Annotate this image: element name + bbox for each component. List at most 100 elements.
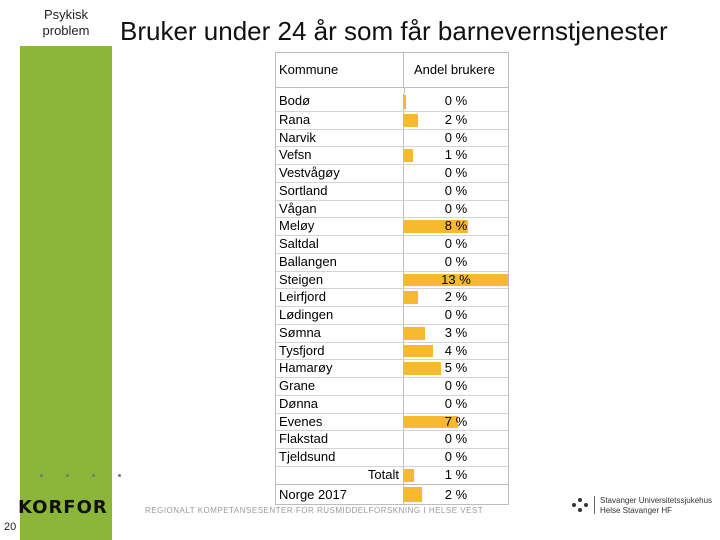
kommune-name: Steigen [276, 271, 404, 289]
side-color-band [20, 0, 112, 540]
andel-bar [404, 362, 441, 375]
andel-cell: 7 % [404, 414, 508, 431]
andel-pct: 0 % [444, 395, 468, 411]
section-label: Psykisk problem [20, 0, 112, 46]
table-row: Vågan 0 % [276, 199, 508, 218]
andel-bar [404, 291, 419, 304]
table-row: Steigen 13 % [276, 270, 508, 289]
andel-bar [404, 113, 419, 127]
andel-bar [404, 95, 407, 109]
kommune-name: Saltdal [276, 236, 404, 253]
andel-cell: 0 % [404, 130, 508, 147]
kommune-name: Evenes [276, 413, 404, 431]
andel-cell: 0 % [404, 431, 508, 448]
hospital-name-line-2: Helse Stavanger HF [600, 506, 673, 515]
kommune-name: Leirfjord [276, 289, 404, 306]
andel-bar [404, 273, 508, 287]
andel-pct: 13 % [441, 271, 471, 287]
table-row: Tysfjord 4 % [276, 341, 508, 360]
table-row: Sømna 3 % [276, 323, 508, 342]
kommune-name: Narvik [276, 129, 404, 147]
korfor-logo: KORFOR [18, 497, 108, 518]
andel-pct: 0 % [444, 378, 468, 393]
andel-bar [404, 344, 433, 358]
andel-cell: 0 % [404, 254, 508, 271]
andel-pct: 0 % [444, 165, 468, 180]
kommune-name: Tjeldsund [276, 449, 404, 466]
table-body: Bodø 0 % Rana 2 % Narvik 0 % Vefsn 1 % Vestvågøy… [276, 93, 508, 466]
andel-pct: 0 % [444, 182, 468, 198]
andel-cell: 0 % [404, 307, 508, 324]
andel-cell: 2 % [404, 112, 508, 129]
andel-pct: 3 % [444, 324, 468, 340]
table-row: Hamarøy 5 % [276, 359, 508, 377]
hospital-name-line-1: Stavanger Universitetssjukehus [600, 496, 713, 505]
total-pct: 1 % [444, 466, 468, 482]
total-label: Totalt [276, 466, 404, 484]
andel-cell: 0 % [404, 165, 508, 182]
total-value-cell: 1 % [404, 467, 508, 484]
table-row: Evenes 7 % [276, 412, 508, 431]
andel-cell: 0 % [404, 378, 508, 395]
andel-cell: 4 % [404, 343, 508, 360]
table-row: Leirfjord 2 % [276, 288, 508, 306]
norge-value-cell: 2 % [404, 485, 508, 504]
table-row: Tjeldsund 0 % [276, 448, 508, 466]
andel-cell: 5 % [404, 360, 508, 377]
andel-pct: 0 % [444, 129, 468, 145]
andel-cell: 2 % [404, 289, 508, 306]
table-row: Grane 0 % [276, 377, 508, 395]
footer-organization-text: REGIONALT KOMPETANSESENTER FOR RUSMIDDEL… [145, 506, 484, 515]
andel-pct: 0 % [444, 93, 468, 108]
section-label-line-1: Psykisk [43, 7, 89, 22]
kommune-name: Dønna [276, 395, 404, 413]
table-row: Vefsn 1 % [276, 146, 508, 164]
andel-pct: 1 % [444, 147, 468, 163]
kommune-name: Flakstad [276, 431, 404, 448]
column-header-kommune: Kommune [276, 53, 404, 87]
kommune-name: Sømna [276, 324, 404, 342]
norge-label: Norge 2017 [276, 484, 404, 504]
table-row: Ballangen 0 % [276, 252, 508, 271]
header-spacer [276, 88, 508, 93]
table-row: Saltdal 0 % [276, 235, 508, 253]
data-table: Kommune Andel brukere Bodø 0 % Rana 2 % Narv… [275, 52, 509, 505]
andel-cell: 0 % [404, 93, 508, 111]
andel-bar [404, 220, 468, 233]
andel-pct: 4 % [444, 342, 468, 358]
kommune-name: Grane [276, 378, 404, 395]
andel-cell: 1 % [404, 147, 508, 164]
logo-divider [594, 496, 595, 514]
kommune-name: Rana [276, 111, 404, 129]
table-header: Kommune Andel brukere [276, 53, 508, 88]
hospital-logo-icon [572, 496, 592, 514]
norge-bar [404, 486, 423, 502]
norge-row: Norge 2017 2 % [276, 483, 508, 504]
andel-cell: 0 % [404, 183, 508, 200]
andel-pct: 0 % [444, 200, 468, 216]
table-row: Lødingen 0 % [276, 306, 508, 324]
andel-cell: 13 % [404, 272, 508, 289]
andel-pct: 0 % [444, 236, 468, 251]
andel-pct: 8 % [444, 218, 468, 234]
kommune-name: Meløy [276, 218, 404, 235]
kommune-name: Ballangen [276, 253, 404, 271]
andel-pct: 0 % [444, 307, 468, 322]
andel-cell: 0 % [404, 236, 508, 253]
table-row: Meløy 8 % [276, 217, 508, 235]
andel-pct: 5 % [444, 360, 468, 376]
table-row: Sortland 0 % [276, 181, 508, 200]
kommune-name: Lødingen [276, 307, 404, 324]
kommune-name: Bodø [276, 93, 404, 111]
kommune-name: Sortland [276, 182, 404, 200]
kommune-name: Vågan [276, 200, 404, 218]
hospital-name: Stavanger Universitetssjukehus Helse Sta… [600, 496, 712, 516]
kommune-name: Hamarøy [276, 360, 404, 377]
kommune-name: Vefsn [276, 147, 404, 164]
table-row: Bodø 0 % [276, 93, 508, 111]
page-number: 20 [4, 521, 17, 533]
andel-cell: 8 % [404, 218, 508, 235]
table-row: Narvik 0 % [276, 128, 508, 147]
andel-pct: 0 % [444, 449, 468, 464]
andel-cell: 0 % [404, 396, 508, 413]
